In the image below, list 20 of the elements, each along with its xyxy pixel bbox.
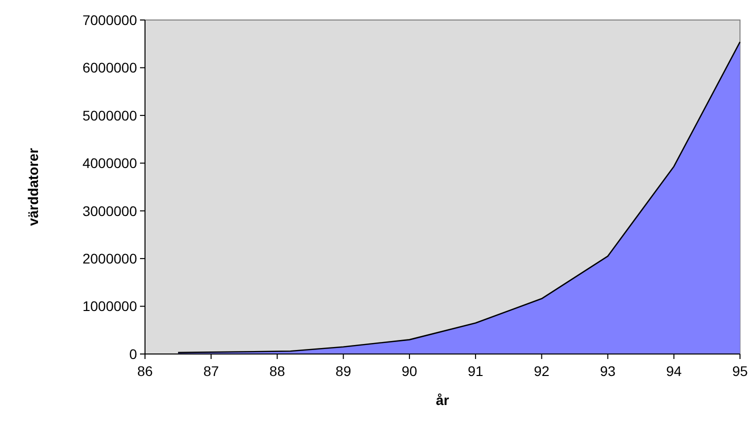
y-tick-label: 2000000 <box>82 250 138 266</box>
y-tick-label: 7000000 <box>82 12 138 28</box>
x-tick-label: 89 <box>336 363 352 379</box>
x-axis-title: år <box>436 392 450 408</box>
x-tick-label: 93 <box>600 363 616 379</box>
y-tick-label: 1000000 <box>82 298 138 314</box>
x-tick-label: 92 <box>534 363 550 379</box>
x-tick-label: 95 <box>732 363 748 379</box>
x-tick-label: 90 <box>402 363 418 379</box>
x-tick-label: 87 <box>203 363 220 379</box>
x-tick-label: 91 <box>468 363 484 379</box>
y-axis-title: värddatorer <box>25 148 41 226</box>
y-tick-label: 6000000 <box>82 60 138 76</box>
y-tick-label: 5000000 <box>82 107 138 124</box>
y-tick-label: 4000000 <box>82 155 138 172</box>
x-tick-label: 88 <box>269 363 286 379</box>
x-tick-label: 86 <box>137 363 153 379</box>
y-tick-label: 3000000 <box>82 202 138 219</box>
y-tick-label: 0 <box>129 346 138 362</box>
x-tick-label: 94 <box>666 363 682 379</box>
